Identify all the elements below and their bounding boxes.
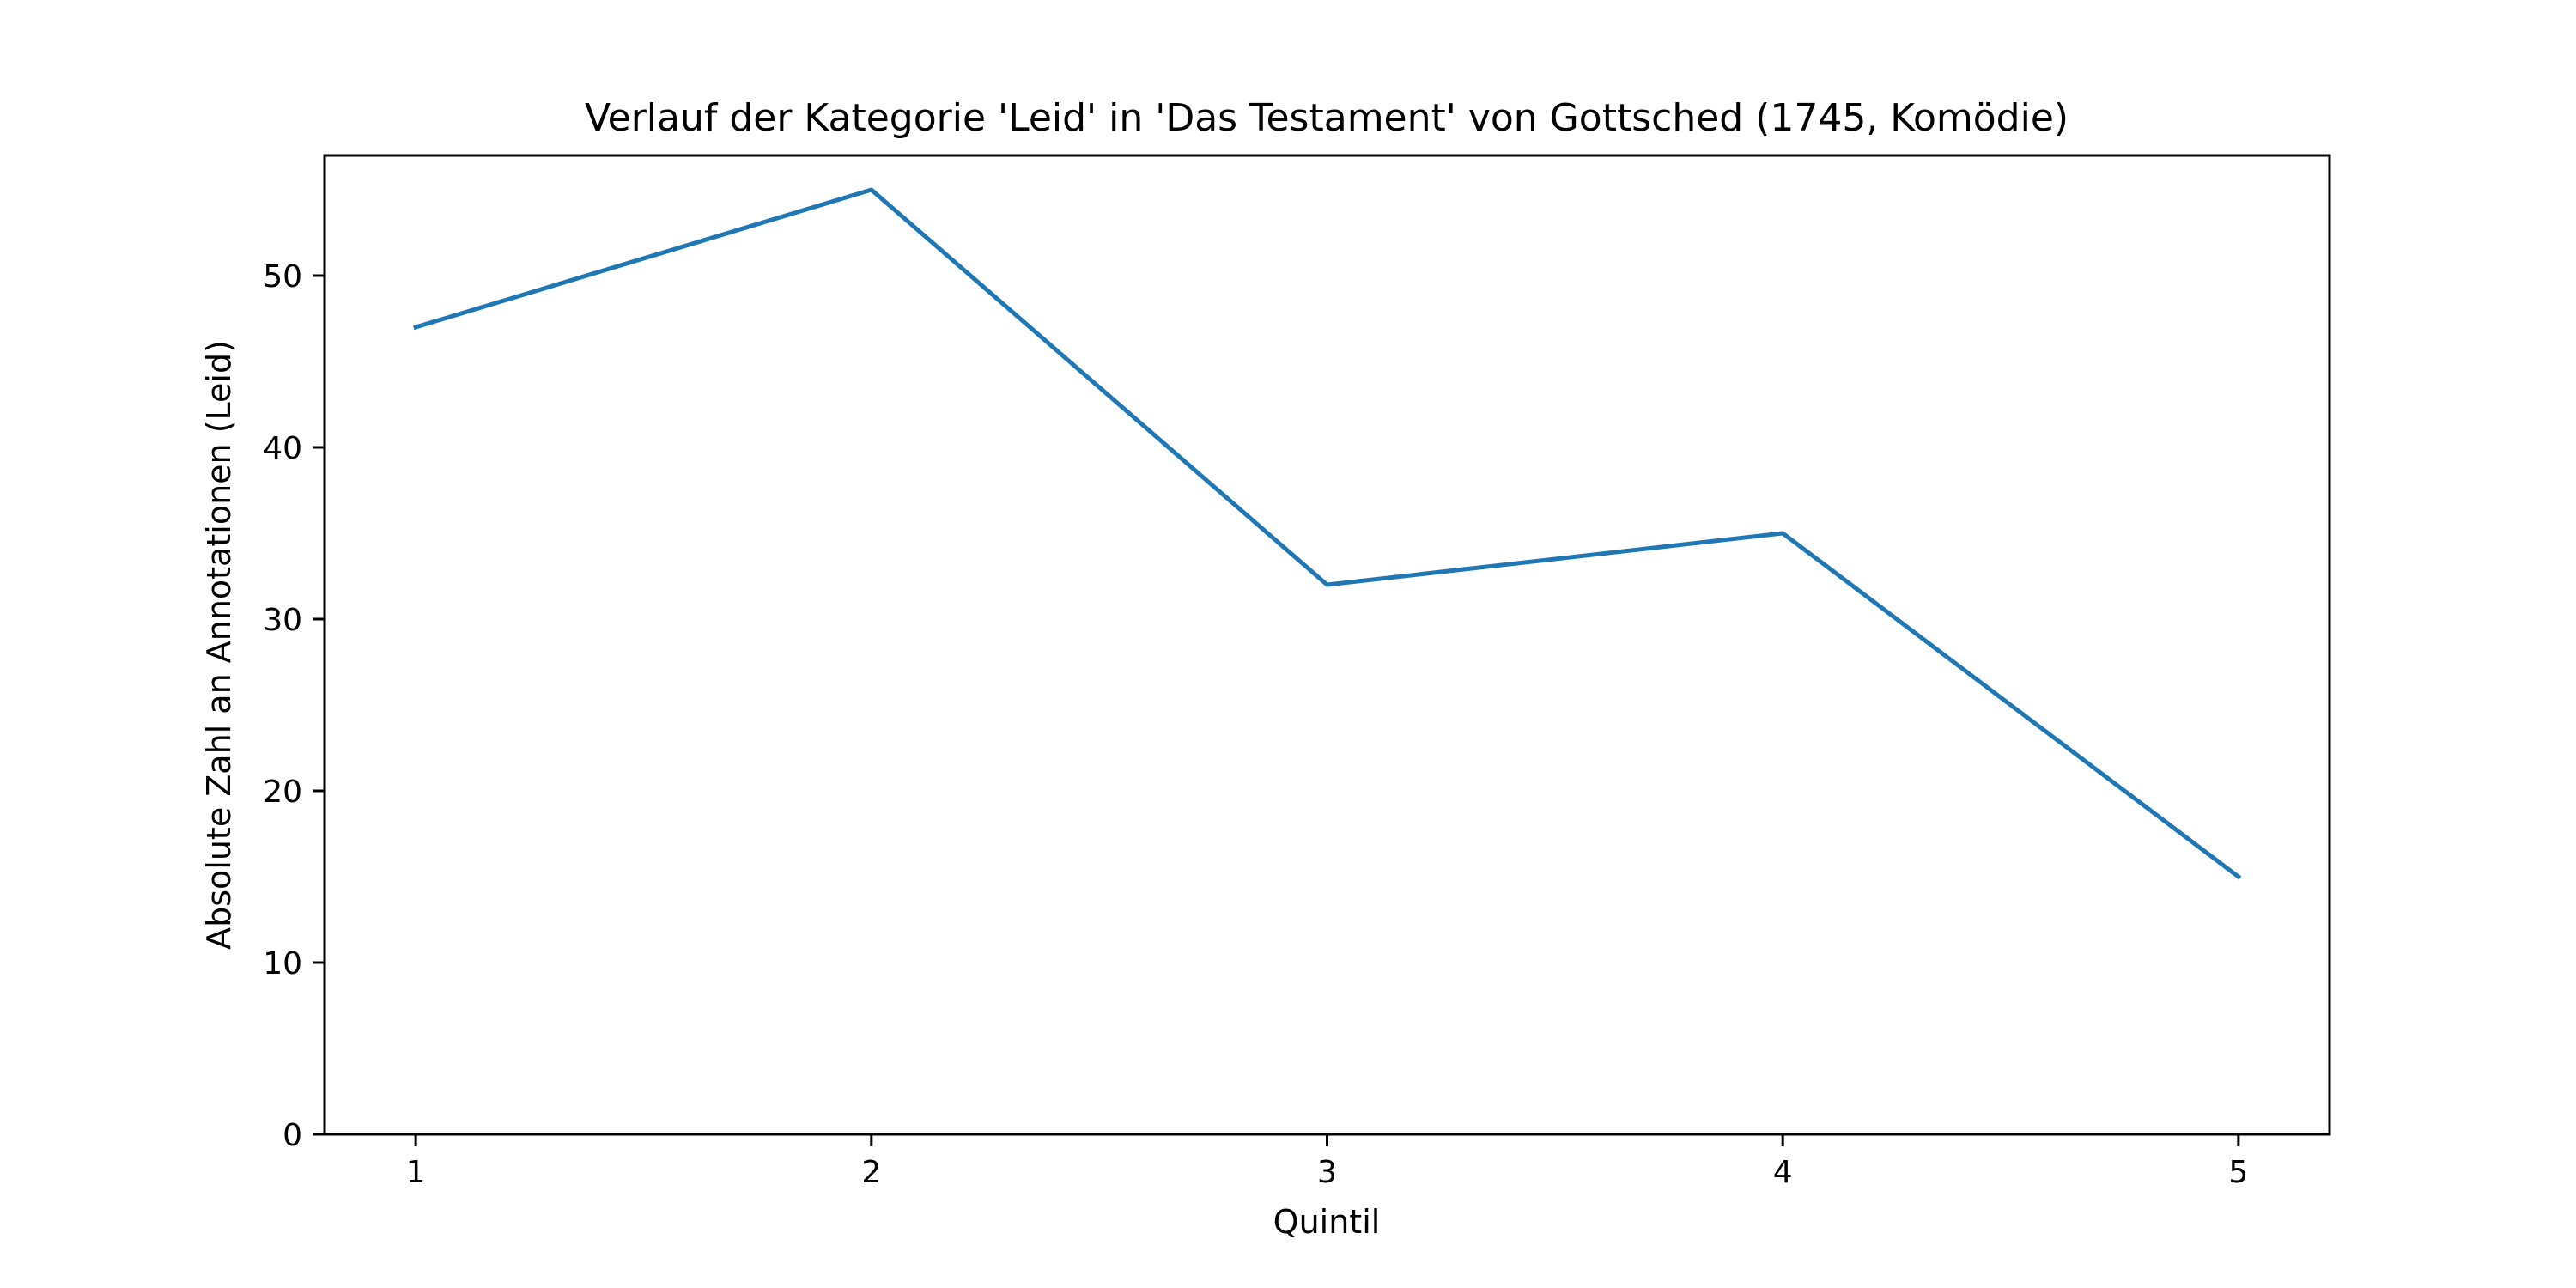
x-tick-label: 1 (406, 1155, 426, 1190)
x-axis-label: Quintil (1273, 1203, 1381, 1241)
y-axis-ticks: 0 10 20 30 40 50 (263, 259, 325, 1153)
series-line (413, 187, 2242, 880)
y-axis-label: Absolute Zahl an Annotationen (Leid) (200, 340, 238, 950)
chart-title: Verlauf der Kategorie 'Leid' in 'Das Tes… (585, 96, 2069, 140)
y-tick-label: 30 (263, 603, 302, 638)
x-tick-label: 4 (1773, 1155, 1793, 1190)
x-tick-label: 5 (2228, 1155, 2248, 1190)
y-tick-label: 40 (263, 431, 302, 466)
x-tick-label: 2 (861, 1155, 881, 1190)
y-tick-label: 50 (263, 259, 302, 295)
y-tick-label: 20 (263, 775, 302, 810)
plot-area-frame (323, 154, 2331, 1136)
y-tick-label: 10 (263, 946, 302, 981)
series-layer (413, 187, 2242, 880)
x-tick-label: 3 (1317, 1155, 1337, 1190)
x-axis-ticks: 1 2 3 4 5 (406, 1134, 2248, 1190)
y-tick-label: 0 (283, 1118, 302, 1153)
